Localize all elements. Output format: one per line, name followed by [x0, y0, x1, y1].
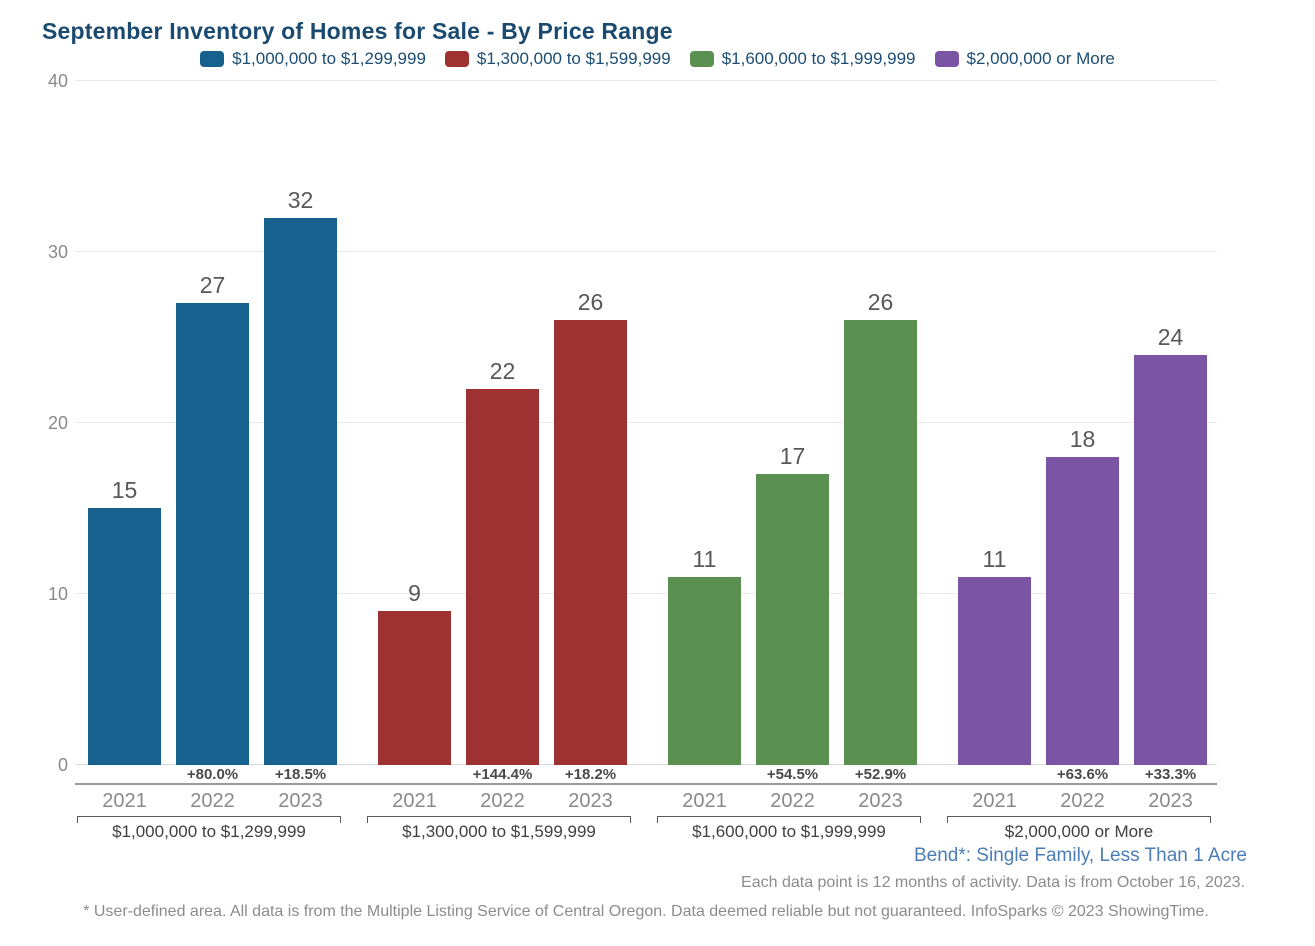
bar[interactable] — [756, 474, 829, 765]
legend-item: $1,000,000 to $1,299,999 — [200, 49, 426, 69]
year-label: 2023 — [568, 790, 613, 812]
chart-title: September Inventory of Homes for Sale - … — [42, 18, 673, 44]
group-bracket — [947, 816, 1211, 823]
bar-value-label: 26 — [867, 289, 894, 315]
legend-swatch — [444, 51, 469, 67]
group-bracket — [367, 816, 631, 823]
market-note: Bend*: Single Family, Less Than 1 Acre — [913, 845, 1247, 866]
bar-value-label: 11 — [692, 546, 717, 572]
year-label: 2022 — [1060, 790, 1105, 812]
legend-item-label: $1,000,000 to $1,299,999 — [232, 49, 426, 68]
year-label: 2023 — [278, 790, 323, 812]
pct-change-label: +33.3% — [1144, 766, 1197, 783]
pct-change-label: +80.0% — [186, 766, 239, 783]
bar[interactable] — [378, 611, 451, 765]
year-label: 2023 — [858, 790, 903, 812]
legend: $1,000,000 to $1,299,999 $1,300,000 to $1… — [0, 49, 1315, 69]
bar-value-label: 24 — [1157, 324, 1184, 350]
group-range-label: $1,600,000 to $1,999,999 — [692, 822, 886, 841]
bar[interactable] — [668, 577, 741, 765]
bar[interactable] — [958, 577, 1031, 765]
legend-swatch — [934, 51, 959, 67]
y-axis-tick-label: 30 — [47, 242, 68, 262]
pct-change-label: +52.9% — [854, 766, 907, 783]
gridline — [75, 593, 1217, 594]
gridline — [75, 80, 1217, 81]
pct-change-label: +18.2% — [564, 766, 617, 783]
bar-value-label: 15 — [111, 477, 138, 503]
y-axis-tick-label: 10 — [47, 584, 68, 604]
year-label: 2021 — [392, 790, 437, 812]
year-label: 2022 — [770, 790, 815, 812]
x-axis-baseline — [75, 764, 1217, 765]
group-range-label: $2,000,000 or More — [1004, 822, 1154, 841]
legend-swatch — [689, 51, 714, 67]
legend-item-label: $2,000,000 or More — [966, 49, 1115, 68]
legend-swatch — [200, 51, 225, 67]
gridline — [75, 251, 1217, 252]
bar[interactable] — [88, 508, 161, 765]
y-axis-tick-label: 40 — [47, 71, 68, 91]
legend-item: $1,600,000 to $1,999,999 — [689, 49, 916, 69]
year-label: 2023 — [1148, 790, 1193, 812]
group-bracket — [77, 816, 341, 823]
y-axis-tick-label: 0 — [57, 755, 68, 775]
year-label: 2021 — [682, 790, 727, 812]
legend-item-label: $1,300,000 to $1,599,999 — [476, 49, 671, 68]
legend-item: $2,000,000 or More — [934, 49, 1115, 69]
bar[interactable] — [844, 320, 917, 765]
pct-change-label: +54.5% — [766, 766, 819, 783]
disclaimer-note: * User-defined area. All data is from th… — [83, 903, 1209, 920]
bar[interactable] — [466, 389, 539, 765]
gridline — [75, 422, 1217, 423]
bar-value-label: 27 — [199, 272, 226, 298]
bar[interactable] — [1046, 457, 1119, 765]
bar-value-label: 11 — [982, 546, 1007, 572]
year-label: 2022 — [190, 790, 235, 812]
group-range-label: $1,000,000 to $1,299,999 — [112, 822, 306, 841]
bar-value-label: 32 — [287, 187, 314, 213]
pct-change-label: +63.6% — [1056, 766, 1109, 783]
bar[interactable] — [176, 303, 249, 765]
pct-change-label: +144.4% — [472, 766, 533, 783]
bar-value-label: 22 — [489, 358, 516, 384]
group-range-label: $1,300,000 to $1,599,999 — [402, 822, 596, 841]
bar[interactable] — [1134, 355, 1207, 765]
bar-value-label: 26 — [577, 289, 604, 315]
legend-item: $1,300,000 to $1,599,999 — [444, 49, 671, 69]
pct-change-label: +18.5% — [274, 766, 327, 783]
bar-value-label: 17 — [779, 443, 806, 469]
year-label: 2021 — [972, 790, 1017, 812]
axis-separator-line — [75, 783, 1217, 785]
year-label: 2022 — [480, 790, 525, 812]
plot-area: 15 27 32 9 22 26 11 17 26 11 18 24 — [75, 80, 1217, 765]
legend-item-label: $1,600,000 to $1,999,999 — [721, 49, 916, 68]
bar[interactable] — [554, 320, 627, 765]
activity-note: Each data point is 12 months of activity… — [741, 874, 1245, 891]
group-bracket — [657, 816, 921, 823]
bar[interactable] — [264, 218, 337, 765]
bar-value-label: 18 — [1069, 426, 1096, 452]
bar-value-label: 9 — [408, 580, 421, 606]
year-label: 2021 — [102, 790, 147, 812]
y-axis-tick-label: 20 — [47, 413, 68, 433]
